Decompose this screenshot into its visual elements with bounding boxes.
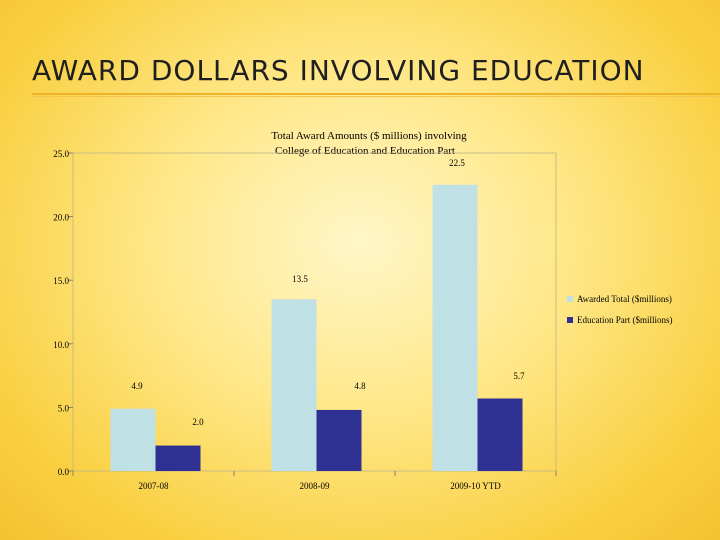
x-category-label: 2007-08 [139, 481, 169, 491]
y-tick-label: 5.0 [58, 403, 70, 413]
slide-title: AWARD DOLLARS INVOLVING EDUCATION [32, 54, 645, 87]
y-tick-label: 25.0 [53, 149, 69, 159]
legend-label: Awarded Total ($millions) [577, 294, 672, 304]
bar-awarded-total-1 [110, 408, 156, 471]
y-tick-label: 10.0 [53, 340, 69, 350]
data-label: 4.9 [131, 381, 143, 391]
bar-education-part-3 [477, 398, 523, 471]
bar-awarded-total-2 [271, 299, 317, 471]
x-category-label: 2009-10 YTD [450, 481, 501, 491]
y-tick-label: 15.0 [53, 276, 69, 286]
legend-label: Education Part ($millions) [577, 315, 672, 325]
data-label: 22.5 [449, 158, 465, 168]
y-tick-label: 0.0 [58, 467, 70, 477]
data-label: 5.7 [513, 371, 525, 381]
data-label: 4.8 [354, 381, 366, 391]
bar-education-part-2 [316, 409, 362, 471]
chart-title-line-1: Total Award Amounts ($ millions) involvi… [271, 130, 467, 142]
data-label: 13.5 [292, 274, 308, 284]
legend-swatch [567, 317, 573, 323]
title-divider [32, 93, 720, 97]
y-tick-label: 20.0 [53, 213, 69, 223]
legend-swatch [567, 296, 573, 302]
x-category-label: 2008-09 [300, 481, 330, 491]
bar-awarded-total-3 [432, 184, 478, 472]
data-label: 2.0 [192, 417, 204, 427]
chart-title-line-2: College of Education and Education Part [275, 145, 455, 157]
bar-education-part-1 [155, 445, 201, 471]
